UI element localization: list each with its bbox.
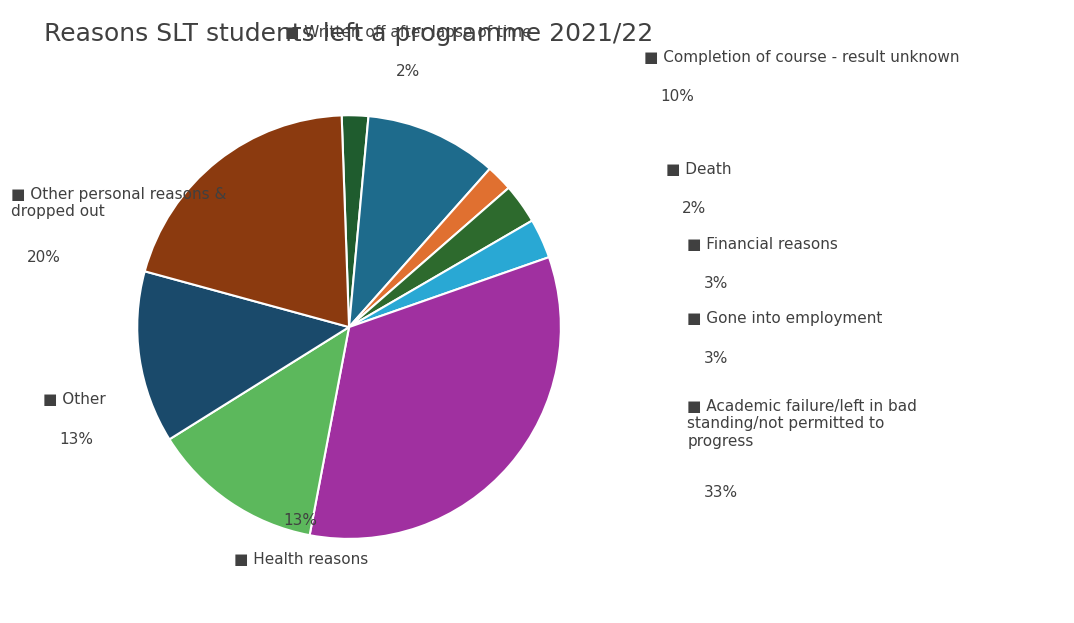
Text: ■ Financial reasons: ■ Financial reasons — [687, 237, 838, 252]
Text: 10%: 10% — [661, 89, 695, 104]
Text: 3%: 3% — [703, 351, 728, 366]
Wedge shape — [342, 115, 368, 327]
Text: ■ Completion of course - result unknown: ■ Completion of course - result unknown — [644, 50, 960, 65]
Text: 33%: 33% — [703, 485, 738, 500]
Text: 3%: 3% — [703, 276, 728, 291]
Wedge shape — [170, 327, 349, 535]
Text: 13%: 13% — [59, 432, 93, 447]
Text: ■ Death: ■ Death — [666, 162, 731, 177]
Text: ■ Health reasons: ■ Health reasons — [234, 552, 367, 567]
Text: ■ Written off after lapse of time: ■ Written off after lapse of time — [285, 25, 532, 40]
Wedge shape — [349, 221, 549, 327]
Wedge shape — [349, 116, 490, 327]
Text: 20%: 20% — [27, 250, 61, 265]
Title: Reasons SLT students left a programme 2021/22: Reasons SLT students left a programme 20… — [44, 22, 654, 47]
Text: 2%: 2% — [396, 64, 420, 79]
Text: 13%: 13% — [284, 513, 318, 528]
Wedge shape — [145, 115, 349, 327]
Text: ■ Other personal reasons &
dropped out: ■ Other personal reasons & dropped out — [11, 187, 227, 219]
Wedge shape — [349, 188, 532, 327]
Wedge shape — [349, 169, 509, 327]
Text: ■ Gone into employment: ■ Gone into employment — [687, 312, 883, 326]
Text: 2%: 2% — [682, 201, 707, 216]
Text: ■ Academic failure/left in bad
standing/not permitted to
progress: ■ Academic failure/left in bad standing/… — [687, 399, 917, 449]
Wedge shape — [137, 271, 349, 439]
Wedge shape — [309, 257, 561, 539]
Text: ■ Other: ■ Other — [43, 392, 105, 407]
